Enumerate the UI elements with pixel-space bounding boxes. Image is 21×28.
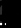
Text: FIG. 2: FIG. 2 — [0, 12, 21, 28]
Text: FIG. 1: FIG. 1 — [0, 0, 21, 27]
